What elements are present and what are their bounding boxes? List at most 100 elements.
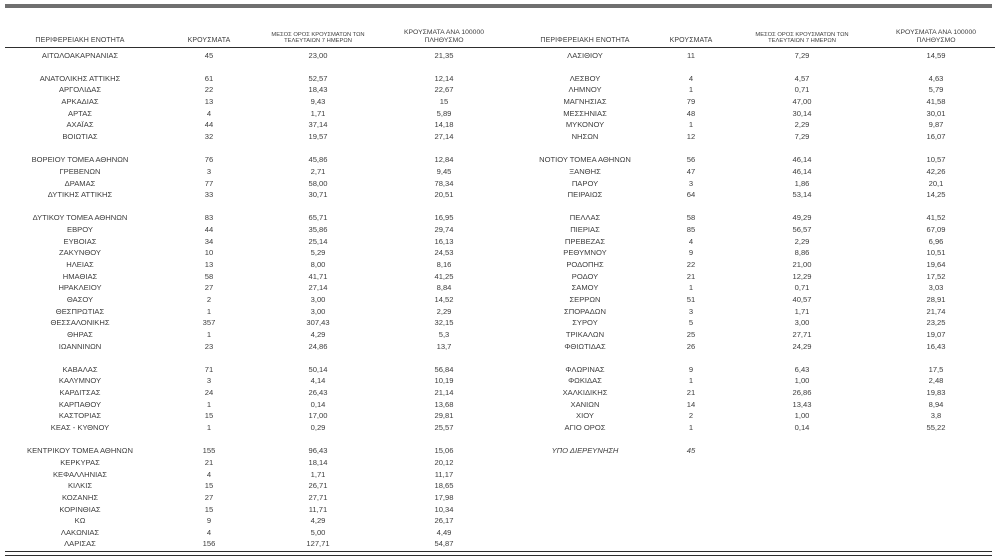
per100k-cell: 41,25 [434,271,454,281]
avg7-cell: 7,29 [794,132,810,141]
table-row: ΘΑΣΟΥ 2 3,00 14,52 ΣΕΡΡΩΝ 51 40,57 28,91 [5,294,995,306]
cases-cell: 357 [202,318,216,328]
region-cell: ΑΡΤΑΣ [68,108,92,118]
region-cell: ΧΙΟΥ [576,411,594,421]
cases-cell: 9 [688,364,694,374]
avg7-cell: 0,14 [310,399,326,409]
avg7-cell: 23,00 [308,50,328,60]
per100k-cell: 5,89 [436,108,452,118]
col-header-per100k-left-line1: ΚΡΟΥΣΜΑΤΑ ΑΝΑ 100000 [403,29,485,37]
table-row: ΑΡΓΟΛΙΔΑΣ 22 18,43 22,67 ΛΗΜΝΟΥ 1 0,71 5,79 [5,84,995,96]
region-cell: ΚΑΣΤΟΡΙΑΣ [58,411,102,421]
per100k-cell: 21,14 [434,388,454,398]
region-cell: ΤΡΙΚΑΛΩΝ [565,329,605,339]
col-header-avg7-left: ΜΕΣΟΣ ΟΡΟΣ ΚΡΟΥΣΜΑΤΩΝ ΤΩΝ ΤΕΛΕΥΤΑΙΩΝ 7 Η… [263,32,373,47]
table-row: ΔΡΑΜΑΣ 77 58,00 78,34 ΠΑΡΟΥ 3 1,86 20,1 [5,178,995,190]
region-cell: ΜΥΚΟΝΟΥ [565,120,605,130]
avg7-cell: 17,00 [308,411,328,421]
per100k-cell: 14,18 [434,120,454,130]
table-row: ΗΡΑΚΛΕΙΟΥ 27 27,14 8,84 ΣΑΜΟΥ 1 0,71 3,03 [5,282,995,294]
cases-cell: 58 [204,271,214,281]
avg7-cell: 1,71 [310,469,326,479]
col-header-avg7-left-line2: ΤΕΛΕΥΤΑΙΩΝ 7 ΗΜΕΡΩΝ [284,38,352,45]
table-row: ΕΥΒΟΙΑΣ 34 25,14 16,13 ΠΡΕΒΕΖΑΣ 4 2,29 6,96 [5,236,995,248]
per100k-cell: 19,07 [926,329,946,339]
col-header-per100k-right-line2: ΠΛΗΘΥΣΜΟ [916,37,956,45]
cases-cell: 77 [204,178,214,188]
region-cell: ΑΡΓΟΛΙΔΑΣ [58,85,102,95]
cases-cell: 22 [204,85,214,95]
per100k-cell: 21,74 [926,306,946,316]
table-row: ΚΟΡΙΝΘΙΑΣ 15 11,71 10,34 [5,503,995,515]
cases-cell: 1 [688,283,694,293]
table-row: ΑΡΤΑΣ 4 1,71 5,89 ΜΕΣΣΗΝΙΑΣ 48 30,14 30,01 [5,108,995,120]
cases-cell: 15 [204,504,214,514]
avg7-cell: 27,71 [308,492,328,502]
avg7-cell: 40,57 [792,294,812,304]
avg7-cell: 26,43 [308,388,328,398]
per100k-cell: 21,35 [434,50,454,60]
region-cell: ΡΟΔΟΠΗΣ [566,260,604,270]
cases-cell: 47 [686,166,696,176]
per100k-cell: 26,17 [434,516,454,526]
region-cell: ΧΑΝΙΩΝ [570,399,600,409]
cases-cell: 61 [204,73,214,83]
region-cell: ΣΥΡΟΥ [572,318,598,328]
table-row: ΒΟΙΩΤΙΑΣ 32 19,57 27,14 ΝΗΣΩΝ 12 7,29 16,07 [5,131,995,143]
avg7-cell: 21,00 [792,260,812,270]
col-header-region-left: ΠΕΡΙΦΕΡΕΙΑΚΗ ΕΝΟΤΗΤΑ [35,36,125,44]
avg7-cell: 65,71 [308,213,328,223]
per100k-cell: 78,34 [434,178,454,188]
cases-cell: 23 [204,341,214,351]
table-row: ΙΩΑΝΝΙΝΩΝ 23 24,86 13,7 ΦΘΙΩΤΙΔΑΣ 26 24,29 16,4… [5,341,995,353]
table-row: ΚΑΒΑΛΑΣ 71 50,14 56,84 ΦΛΩΡΙΝΑΣ 9 6,43 17,5 [5,364,995,376]
table-row: ΒΟΡΕΙΟΥ ΤΟΜΕΑ ΑΘΗΝΩΝ 76 45,86 12,84 ΝΟΤΙΟΥ Τ… [5,154,995,166]
cases-cell: 21 [204,457,214,467]
region-cell: ΣΑΜΟΥ [571,283,599,293]
cases-cell: 33 [204,190,214,200]
region-cell: ΝΗΣΩΝ [571,132,599,141]
region-cell: ΑΧΑΪΑΣ [66,120,94,130]
per100k-cell: 12,84 [434,155,454,165]
avg7-cell: 0,71 [794,283,810,293]
avg7-cell: 18,14 [308,457,328,467]
per100k-cell: 5,79 [928,85,944,95]
cases-cell: 51 [686,294,696,304]
avg7-cell: 18,43 [308,85,328,95]
per100k-cell: 19,64 [926,260,946,270]
cases-cell: 56 [686,155,696,165]
cases-cell: 45 [204,50,214,60]
region-cell: ΔΡΑΜΑΣ [64,178,96,188]
top-divider-rule [5,4,992,8]
cases-cell: 26 [686,341,696,351]
region-cell: ΠΑΡΟΥ [571,178,599,188]
col-header-avg7-left-line1: ΜΕΣΟΣ ΟΡΟΣ ΚΡΟΥΣΜΑΤΩΝ ΤΩΝ [271,31,365,38]
avg7-cell: 56,57 [792,225,812,235]
avg7-cell: 5,29 [310,248,326,258]
cases-cell: 27 [204,492,214,502]
avg7-cell: 46,14 [792,155,812,165]
region-cell: ΚΑΡΔΙΤΣΑΣ [59,388,101,398]
table-row: ΚΑΡΔΙΤΣΑΣ 24 26,43 21,14 ΧΑΛΚΙΔΙΚΗΣ 21 26,86 19… [5,387,995,399]
cases-cell: 1 [206,423,212,433]
avg7-cell: 37,14 [308,120,328,130]
per100k-cell: 19,83 [926,388,946,398]
per100k-cell: 17,5 [928,364,944,374]
avg7-cell: 1,71 [794,306,810,316]
per100k-cell: 20,12 [434,457,454,467]
region-cell: ΛΑΡΙΣΑΣ [64,539,96,549]
region-cell: ΚΑΒΑΛΑΣ [62,364,98,374]
region-cell: ΠΡΕΒΕΖΑΣ [564,236,606,246]
region-cell: ΙΩΑΝΝΙΝΩΝ [58,341,102,351]
region-cell: ΒΟΡΕΙΟΥ ΤΟΜΕΑ ΑΘΗΝΩΝ [31,155,129,165]
avg7-cell: 1,00 [794,376,810,386]
avg7-cell: 96,43 [308,446,328,456]
cases-cell: 1 [688,85,694,95]
region-cell: ΜΕΣΣΗΝΙΑΣ [563,108,607,118]
cases-cell: 44 [204,225,214,235]
avg7-cell: 27,14 [308,283,328,293]
avg7-cell: 58,00 [308,178,328,188]
avg7-cell: 2,29 [794,236,810,246]
cases-cell: 4 [206,108,212,118]
per100k-cell: 20,51 [434,190,454,200]
